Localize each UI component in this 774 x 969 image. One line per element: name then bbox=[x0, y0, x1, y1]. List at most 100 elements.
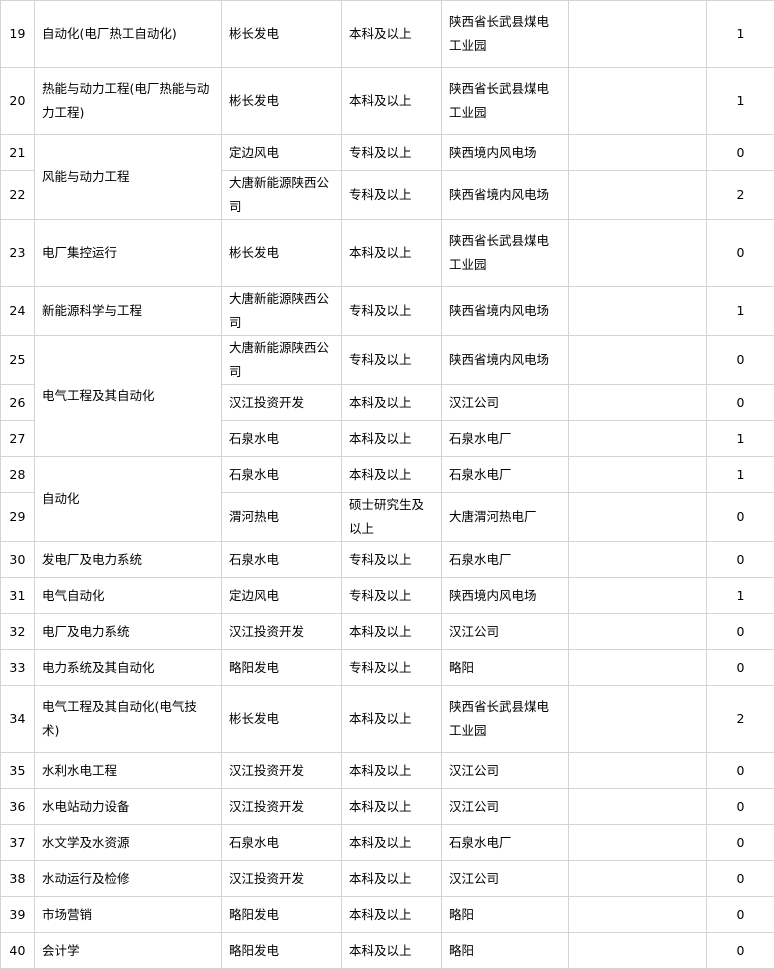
row-index-cell: 21 bbox=[1, 135, 35, 171]
blank-cell bbox=[569, 457, 707, 493]
location-cell: 石泉水电厂 bbox=[442, 457, 569, 493]
education-cell: 本科及以上 bbox=[342, 68, 442, 135]
location-cell: 陕西省境内风电场 bbox=[442, 336, 569, 385]
education-cell: 本科及以上 bbox=[342, 457, 442, 493]
major-cell: 水文学及水资源 bbox=[35, 825, 222, 861]
count-cell: 0 bbox=[707, 542, 774, 578]
unit-cell: 汉江投资开发 bbox=[222, 789, 342, 825]
education-cell: 本科及以上 bbox=[342, 789, 442, 825]
unit-cell: 大唐新能源陕西公司 bbox=[222, 171, 342, 220]
row-index-cell: 33 bbox=[1, 650, 35, 686]
row-index-cell: 34 bbox=[1, 686, 35, 753]
location-cell: 陕西省境内风电场 bbox=[442, 171, 569, 220]
count-cell: 0 bbox=[707, 336, 774, 385]
blank-cell bbox=[569, 933, 707, 969]
location-cell: 略阳 bbox=[442, 650, 569, 686]
row-index-cell: 25 bbox=[1, 336, 35, 385]
education-cell: 专科及以上 bbox=[342, 542, 442, 578]
unit-cell: 石泉水电 bbox=[222, 457, 342, 493]
education-cell: 本科及以上 bbox=[342, 686, 442, 753]
education-cell: 专科及以上 bbox=[342, 336, 442, 385]
count-cell: 1 bbox=[707, 287, 774, 336]
blank-cell bbox=[569, 336, 707, 385]
location-cell: 汉江公司 bbox=[442, 861, 569, 897]
blank-cell bbox=[569, 135, 707, 171]
blank-cell bbox=[569, 68, 707, 135]
blank-cell bbox=[569, 171, 707, 220]
blank-cell bbox=[569, 421, 707, 457]
major-cell: 新能源科学与工程 bbox=[35, 287, 222, 336]
education-cell: 本科及以上 bbox=[342, 421, 442, 457]
major-cell: 电力系统及其自动化 bbox=[35, 650, 222, 686]
unit-cell: 彬长发电 bbox=[222, 686, 342, 753]
education-cell: 本科及以上 bbox=[342, 933, 442, 969]
blank-cell bbox=[569, 897, 707, 933]
count-cell: 1 bbox=[707, 68, 774, 135]
row-index-cell: 20 bbox=[1, 68, 35, 135]
unit-cell: 汉江投资开发 bbox=[222, 385, 342, 421]
row-index-cell: 37 bbox=[1, 825, 35, 861]
location-cell: 汉江公司 bbox=[442, 753, 569, 789]
major-cell: 自动化 bbox=[35, 457, 222, 542]
row-index-cell: 36 bbox=[1, 789, 35, 825]
unit-cell: 汉江投资开发 bbox=[222, 861, 342, 897]
major-cell: 电气工程及其自动化 bbox=[35, 336, 222, 457]
education-cell: 硕士研究生及以上 bbox=[342, 493, 442, 542]
location-cell: 汉江公司 bbox=[442, 614, 569, 650]
count-cell: 0 bbox=[707, 789, 774, 825]
row-index-cell: 28 bbox=[1, 457, 35, 493]
major-cell: 电气自动化 bbox=[35, 578, 222, 614]
unit-cell: 汉江投资开发 bbox=[222, 614, 342, 650]
education-cell: 本科及以上 bbox=[342, 1, 442, 68]
count-cell: 0 bbox=[707, 614, 774, 650]
location-cell: 略阳 bbox=[442, 897, 569, 933]
unit-cell: 渭河热电 bbox=[222, 493, 342, 542]
count-cell: 0 bbox=[707, 385, 774, 421]
location-cell: 略阳 bbox=[442, 933, 569, 969]
unit-cell: 彬长发电 bbox=[222, 1, 342, 68]
count-cell: 2 bbox=[707, 686, 774, 753]
major-cell: 水电站动力设备 bbox=[35, 789, 222, 825]
row-index-cell: 30 bbox=[1, 542, 35, 578]
count-cell: 0 bbox=[707, 135, 774, 171]
education-cell: 本科及以上 bbox=[342, 220, 442, 287]
major-cell: 电厂集控运行 bbox=[35, 220, 222, 287]
blank-cell bbox=[569, 789, 707, 825]
location-cell: 汉江公司 bbox=[442, 789, 569, 825]
location-cell: 石泉水电厂 bbox=[442, 421, 569, 457]
count-cell: 0 bbox=[707, 650, 774, 686]
education-cell: 本科及以上 bbox=[342, 825, 442, 861]
row-index-cell: 39 bbox=[1, 897, 35, 933]
count-cell: 1 bbox=[707, 578, 774, 614]
row-index-cell: 22 bbox=[1, 171, 35, 220]
unit-cell: 彬长发电 bbox=[222, 220, 342, 287]
location-cell: 汉江公司 bbox=[442, 385, 569, 421]
major-cell: 水动运行及检修 bbox=[35, 861, 222, 897]
location-cell: 陕西境内风电场 bbox=[442, 578, 569, 614]
blank-cell bbox=[569, 1, 707, 68]
count-cell: 0 bbox=[707, 825, 774, 861]
row-index-cell: 35 bbox=[1, 753, 35, 789]
row-index-cell: 32 bbox=[1, 614, 35, 650]
location-cell: 石泉水电厂 bbox=[442, 542, 569, 578]
education-cell: 本科及以上 bbox=[342, 385, 442, 421]
unit-cell: 定边风电 bbox=[222, 578, 342, 614]
location-cell: 石泉水电厂 bbox=[442, 825, 569, 861]
location-cell: 陕西省长武县煤电工业园 bbox=[442, 686, 569, 753]
major-cell: 电厂及电力系统 bbox=[35, 614, 222, 650]
blank-cell bbox=[569, 493, 707, 542]
blank-cell bbox=[569, 825, 707, 861]
